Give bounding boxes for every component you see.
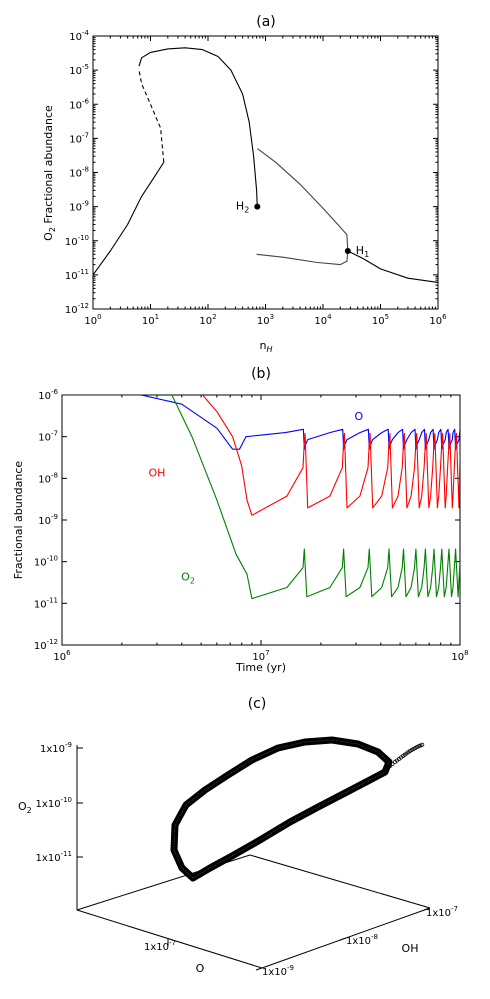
panel-c-z-tick-label: 1x10-9 [40, 741, 72, 755]
panel-b-title: (b) [251, 366, 271, 382]
panel-a-xtick-label: 103 [257, 313, 274, 327]
panel-c-z-tick-label: 1x10-11 [36, 850, 72, 864]
panel-a-ytick-label: 10-7 [69, 131, 89, 145]
panel-a-ytick-label: 10-12 [65, 302, 89, 316]
panel-b-frame [61, 394, 461, 646]
panel-c-x-tick-label: 1x10-7 [144, 939, 176, 953]
panel-c-y-tick [255, 967, 263, 971]
panel-b-ytick-label: 10-6 [38, 388, 58, 402]
panel-b-ytick-label: 10-9 [38, 513, 58, 527]
panel-c-tail-point [383, 768, 387, 772]
panel-a-curve [138, 69, 165, 163]
panel-c-tail-point [420, 742, 425, 747]
panel-b-series-line [62, 395, 460, 450]
panel-a-xtick-label: 100 [84, 313, 101, 327]
panel-b-series-label: O [354, 410, 363, 423]
panel-b-ytick-label: 10-10 [34, 555, 58, 569]
panel-b-ytick-label: 10-8 [38, 471, 58, 485]
panel-c-tail-point [390, 762, 395, 766]
panel-a-title: (a) [256, 14, 276, 30]
panel-c: (c) 1x10-91x10-101x10-111x10-71x10-71x10… [18, 696, 458, 978]
panel-a-xtick-label: 104 [314, 313, 332, 327]
panel-a-point-label: H2 [236, 200, 249, 215]
panel-a-xtick-label: 101 [142, 313, 159, 327]
panel-b-ytick-label: 10-12 [34, 638, 58, 652]
panel-a-ylabel: O2 Fractional abundance [42, 105, 57, 241]
panel-c-x-axis [76, 909, 263, 969]
panel-b-series-labels: O OH O2 [148, 410, 363, 586]
panel-b-ytick-label: 10-11 [34, 596, 58, 610]
panel-b-xlabel: Time (yr) [235, 661, 286, 674]
panel-a-point-marker [254, 203, 261, 210]
panel-b-xtick-label: 108 [451, 649, 468, 663]
panel-b-lines [62, 395, 460, 600]
panel-b-series-label: O2 [181, 571, 195, 586]
panel-a-markers: H2 H1 [236, 200, 369, 259]
panel-c-limit-cycle-texture [173, 739, 390, 879]
panel-a-ytick-label: 10-10 [65, 234, 89, 248]
panel-b-series-line [171, 395, 460, 600]
panel-a-xtick-label: 102 [199, 313, 216, 327]
panel-a-curve [347, 250, 439, 283]
panel-c-zlabel: O2 [18, 800, 32, 815]
panel-a: (a) 100 101 102 103 104 105 106 10-12 10-11 10-10… [42, 14, 447, 354]
panel-b-ylabel: Fractional abundance [12, 461, 25, 580]
panel-b: (b) 106 107 108 10-12 10-11 10-10 10-9 10-8 10-7… [12, 366, 469, 674]
panel-c-xlabel: O [196, 962, 205, 975]
panel-a-ticks: 100 101 102 103 104 105 106 10-12 10-11 10-10 10-9… [65, 29, 447, 327]
panel-a-frame [92, 35, 439, 310]
panel-a-ytick-label: 10-11 [65, 268, 89, 282]
panel-b-ytick-label: 10-7 [38, 430, 58, 444]
panel-a-curve [138, 47, 258, 207]
panel-c-y-tick-label: 1x10-8 [346, 933, 378, 947]
panel-c-back-guide-2 [249, 854, 431, 909]
panel-c-tail-point [388, 764, 392, 768]
panel-c-trajectory [170, 736, 425, 882]
panel-a-curve [256, 148, 349, 252]
panel-a-ytick-label: 10-4 [69, 29, 89, 43]
panel-a-ytick-label: 10-9 [69, 200, 89, 214]
panel-b-series-line [201, 395, 460, 516]
panel-c-tail-point [385, 766, 390, 770]
panel-a-xtick-label: 106 [429, 313, 447, 327]
panel-a-xtick-label: 105 [372, 313, 389, 327]
panel-c-z-tick-label: 1x10-10 [36, 796, 72, 810]
panel-c-title: (c) [248, 696, 267, 712]
panel-b-ticks: 106 107 108 10-12 10-11 10-10 10-9 10-8 10-7 10-6 [34, 388, 469, 663]
panel-a-ytick-label: 10-5 [69, 63, 89, 77]
panel-c-tick-labels: 1x10-9 1x10-10 1x10-11 1x10-7 1x10-7 1x10-8 1x… [36, 741, 458, 978]
panel-a-curve [256, 250, 349, 266]
panel-c-ylabel: OH [402, 942, 419, 955]
panel-a-point-marker [344, 248, 351, 255]
panel-a-curve [92, 161, 165, 276]
panel-a-xlabel: nH [260, 339, 273, 354]
panel-b-series-label: OH [148, 467, 165, 480]
panel-c-limit-cycle [170, 736, 393, 882]
panel-c-y-tick [423, 907, 431, 911]
panel-c-y-tick-label: 1x10-9 [262, 964, 294, 978]
panel-b-xtick-label: 106 [53, 649, 71, 663]
panel-a-ytick-label: 10-6 [69, 97, 89, 111]
panel-a-ytick-label: 10-8 [69, 166, 89, 180]
panel-a-lines [92, 47, 439, 283]
panel-c-y-tick-label: 1x10-7 [426, 905, 458, 919]
panel-a-point-label: H1 [356, 244, 369, 259]
panel-c-y-tick [339, 937, 347, 941]
panel-b-xtick-label: 107 [252, 649, 269, 663]
